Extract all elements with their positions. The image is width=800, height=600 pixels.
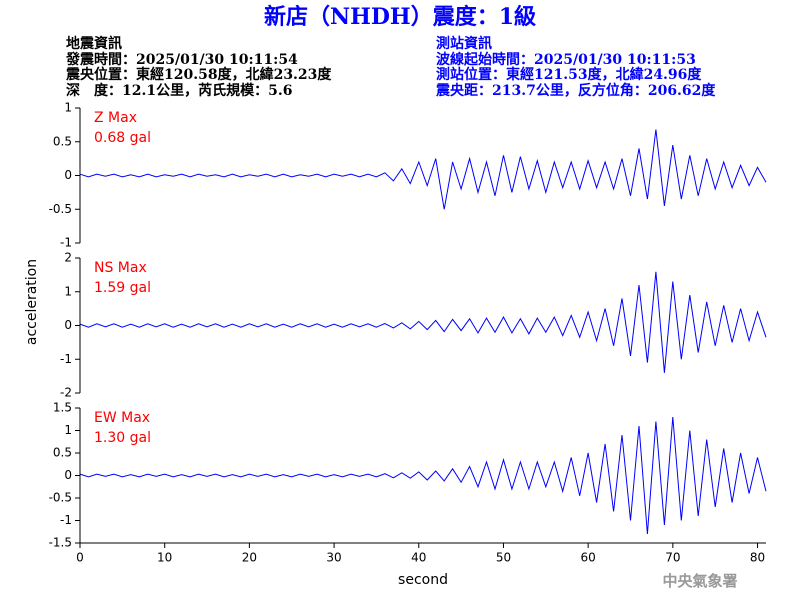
y-tick-label: 0 bbox=[64, 168, 72, 182]
waveform bbox=[79, 416, 767, 535]
quake-info: 深 度：12.1公里，芮氏規模：5.6 bbox=[66, 82, 292, 99]
x-tick-label: 40 bbox=[411, 551, 426, 565]
watermark: 中央氣象署 bbox=[662, 572, 737, 590]
x-tick-label: 10 bbox=[157, 551, 172, 565]
y-tick-label: 0.5 bbox=[53, 446, 72, 460]
waveform bbox=[79, 271, 767, 373]
annotation: 0.68 gal bbox=[94, 130, 151, 146]
quake-info: 地震資訊 bbox=[66, 35, 122, 52]
annotation: Z Max bbox=[94, 110, 137, 126]
y-tick-label: -0.5 bbox=[49, 491, 72, 505]
y-tick-label: 0 bbox=[64, 468, 72, 482]
annotation: 1.59 gal bbox=[94, 280, 151, 296]
y-tick-label: 2 bbox=[64, 251, 72, 265]
y-tick-label: -1 bbox=[60, 513, 72, 527]
quake-info: 震央位置：東經120.58度，北緯23.23度 bbox=[65, 66, 332, 83]
annotation: EW Max bbox=[94, 410, 150, 426]
y-tick-label: -1 bbox=[60, 236, 72, 250]
annotation: 1.30 gal bbox=[94, 430, 151, 446]
x-tick-label: 60 bbox=[581, 551, 596, 565]
waveform bbox=[79, 129, 767, 210]
station-info: 測站資訊 bbox=[436, 35, 492, 52]
station-info: 震央距：213.7公里，反方位角：206.62度 bbox=[435, 82, 716, 99]
y-tick-label: 0.5 bbox=[53, 134, 72, 148]
x-tick-label: 0 bbox=[76, 551, 84, 565]
x-tick-label: 80 bbox=[750, 551, 765, 565]
y-tick-label: -1.5 bbox=[49, 536, 72, 550]
y-tick-label: 1 bbox=[64, 284, 72, 298]
y-tick-label: 1 bbox=[64, 423, 72, 437]
y-tick-label: 0 bbox=[64, 318, 72, 332]
y-tick-label: 1 bbox=[64, 101, 72, 115]
x-tick-label: 30 bbox=[326, 551, 341, 565]
title: 新店（NHDH）震度：1級 bbox=[264, 4, 536, 30]
x-tick-label: 70 bbox=[665, 551, 680, 565]
x-axis-label: second bbox=[398, 572, 448, 588]
y-tick-label: 1.5 bbox=[53, 401, 72, 415]
y-tick-label: -2 bbox=[60, 386, 72, 400]
annotation: NS Max bbox=[94, 260, 147, 276]
quake-info: 發震時間：2025/01/30 10:11:54 bbox=[65, 51, 298, 68]
station-info: 波線起始時間：2025/01/30 10:11:53 bbox=[436, 51, 696, 68]
y-axis-label: acceleration bbox=[24, 259, 40, 345]
y-tick-label: -1 bbox=[60, 352, 72, 366]
y-tick-label: -0.5 bbox=[49, 202, 72, 216]
x-tick-label: 50 bbox=[496, 551, 511, 565]
station-info: 測站位置：東經121.53度，北緯24.96度 bbox=[436, 66, 702, 83]
x-tick-label: 20 bbox=[242, 551, 257, 565]
